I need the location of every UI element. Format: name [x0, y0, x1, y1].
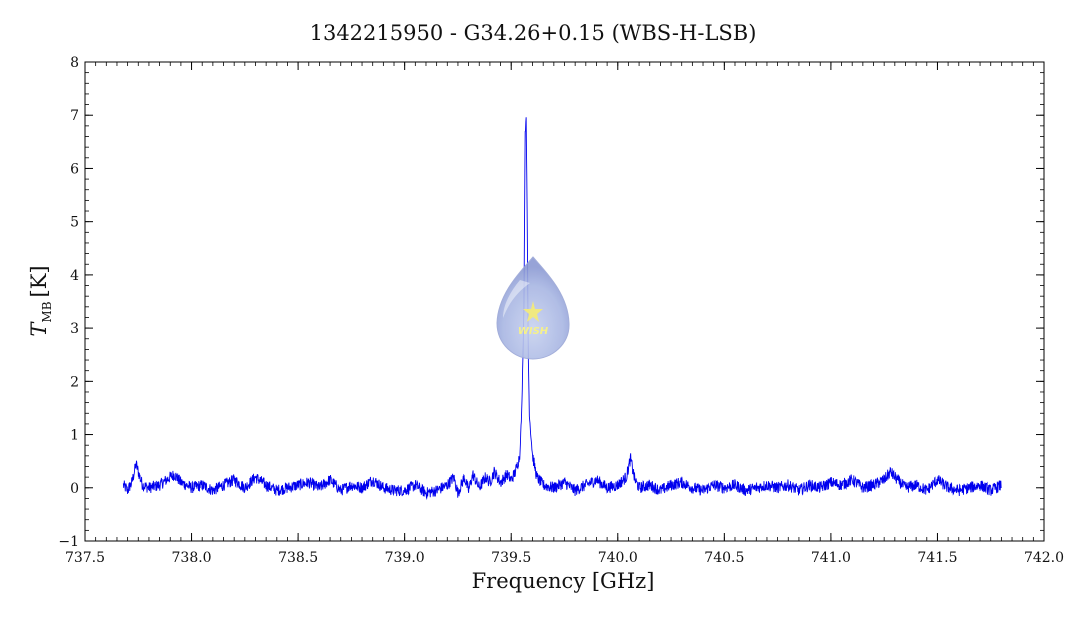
x-tick-label: 738.0	[172, 550, 212, 566]
x-tick-label: 737.5	[65, 550, 105, 566]
x-tick-label: 742.0	[1024, 550, 1064, 566]
x-tick-label: 741.5	[917, 550, 957, 566]
y-tick-label: 3	[70, 321, 79, 337]
x-tick-label: 740.5	[704, 550, 744, 566]
drop-highlight	[503, 280, 530, 318]
y-tick-label: 2	[70, 374, 79, 390]
y-axis-symbol: T	[27, 321, 51, 337]
x-tick-label: 741.0	[811, 550, 851, 566]
y-tick-label: 8	[70, 55, 79, 71]
y-tick-label: 5	[70, 215, 79, 231]
y-axis-ticks: −1 0 1 2 3 4 5 6 7 8	[58, 55, 1044, 550]
y-tick-label: 4	[70, 268, 79, 284]
x-axis-ticks: 737.5 738.0 738.5 739.0 739.5 740.0 740.5 741.0…	[65, 62, 1064, 566]
chart-title: 1342215950 - G34.26+0.15 (WBS-H-LSB)	[310, 21, 757, 45]
y-axis-subscript: MB	[40, 301, 54, 322]
y-tick-label: 6	[70, 161, 79, 177]
y-axis-label: TMB [K]	[27, 265, 54, 336]
x-tick-label: 738.5	[278, 550, 318, 566]
y-tick-label: 7	[70, 108, 79, 124]
svg-text:TMB[K]: TMB [K]	[27, 265, 54, 336]
y-tick-label: 1	[70, 428, 79, 444]
x-tick-label: 739.5	[491, 550, 531, 566]
y-axis-unit: [K]	[27, 265, 51, 297]
star-icon	[523, 301, 543, 322]
x-tick-label: 739.0	[385, 550, 425, 566]
spectrum-line	[122, 117, 1002, 501]
y-tick-label: −1	[58, 534, 79, 550]
logo-text: WISH	[518, 326, 549, 337]
series-layer	[122, 117, 1002, 501]
x-axis-label: Frequency [GHz]	[472, 569, 655, 593]
y-tick-label: 0	[70, 481, 79, 497]
x-tick-label: 740.0	[598, 550, 638, 566]
wish-logo: WISH	[496, 256, 570, 360]
